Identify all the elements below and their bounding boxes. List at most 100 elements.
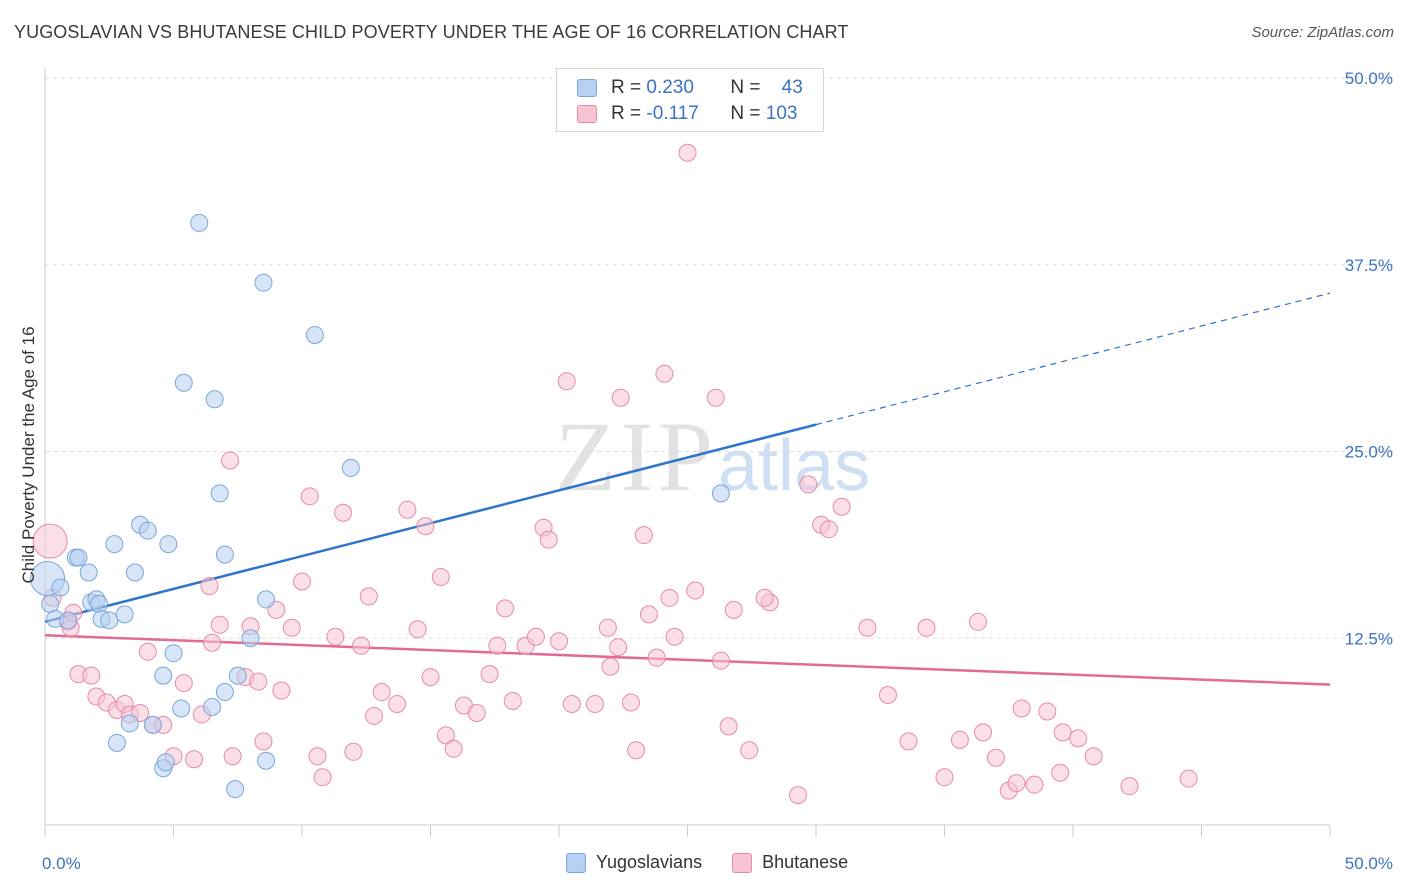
legend-r-label: R = (611, 103, 642, 124)
bhutanese-point (832, 497, 851, 516)
bhutanese-trend-line (44, 634, 1331, 686)
bhutanese-point (334, 503, 353, 522)
legend-r-value: -0.117 (646, 103, 699, 124)
yugoslavian-point (228, 666, 247, 685)
x-tick-label: 50.0% (1345, 854, 1393, 873)
yugoslavian-point (107, 733, 126, 752)
bhutanese-point (313, 768, 332, 787)
legend-n-label: N = (730, 77, 761, 98)
bhutanese-point (352, 636, 371, 655)
yugoslavian-point (138, 521, 157, 540)
bhutanese-point (249, 672, 268, 691)
yugoslavian-point (156, 753, 175, 772)
yugoslavian-point (172, 699, 191, 718)
bhutanese-point (621, 693, 640, 712)
bhutanese-point (665, 627, 684, 646)
legend-label: Bhutanese (762, 852, 849, 872)
bhutanese-point (364, 706, 383, 725)
yugoslavian-point (205, 390, 224, 409)
yugoslavian-point (59, 611, 78, 630)
bhutanese-point (503, 691, 522, 710)
bhutanese-point (254, 732, 273, 751)
bhutanese-point (496, 599, 515, 618)
yugoslavian-point (164, 644, 183, 663)
yugoslavian-point (241, 629, 260, 648)
bhutanese-point (372, 683, 391, 702)
watermark: ZIP atlas (555, 401, 870, 512)
yugoslavian-point (305, 325, 324, 344)
legend-swatch-blue (577, 79, 597, 97)
bhutanese-point (719, 717, 738, 736)
bhutanese-point (185, 750, 204, 769)
yugoslavian-point (341, 458, 360, 477)
bhutanese-point (819, 520, 838, 539)
tick-labels: 12.5% 25.0% 37.5% 50.0% 0.0% 50.0% (42, 69, 1393, 873)
y-tick-label: 25.0% (1345, 443, 1393, 462)
yugoslavian-point (215, 683, 234, 702)
yugoslavian-point (79, 563, 98, 582)
yugoslavian-point (89, 594, 108, 613)
bhutanese-point (601, 657, 620, 676)
yugoslavian-point (174, 373, 193, 392)
bhutanese-points (32, 143, 1198, 805)
bhutanese-point (467, 703, 486, 722)
bhutanese-point (799, 475, 818, 494)
bhutanese-point (526, 627, 545, 646)
legend-n-value: 43 (781, 77, 803, 98)
yugoslavian-point (69, 548, 88, 567)
bhutanese-point (585, 694, 604, 713)
yugoslavian-point (226, 780, 245, 799)
legend-swatch-pink (732, 852, 753, 873)
yugoslavian-point (210, 484, 229, 503)
bhutanese-point (388, 694, 407, 713)
legend-r-label: R = (611, 77, 642, 98)
bhutanese-point (627, 741, 646, 760)
bhutanese-point (1069, 729, 1088, 748)
legend-item-bhutanese[interactable]: Bhutanese (732, 852, 848, 873)
bhutanese-point (609, 638, 628, 657)
yugoslavian-point (257, 751, 276, 770)
yugoslavian-point (215, 545, 234, 564)
yugoslavian-point (115, 605, 134, 624)
bhutanese-point (1051, 763, 1070, 782)
bhutanese-point (1179, 769, 1198, 788)
legend-label: Yugoslavians (596, 852, 703, 872)
yugoslavian-point (105, 535, 124, 554)
source-label: Source: ZipAtlas.com (1251, 24, 1394, 41)
bhutanese-point (293, 572, 311, 591)
yugoslavian-point (203, 697, 222, 716)
legend-item-yugoslavians[interactable]: Yugoslavians (566, 852, 702, 873)
bhutanese-point (706, 388, 725, 407)
yugoslavian-point (254, 273, 273, 292)
yugoslavian-point (190, 213, 209, 232)
bhutanese-point (282, 618, 301, 637)
bhutanese-point (647, 648, 666, 667)
bhutanese-point (858, 618, 877, 637)
bhutanese-point (359, 587, 378, 606)
series-legend: Yugoslavians Bhutanese (566, 852, 878, 873)
bhutanese-point (974, 723, 993, 742)
bhutanese-point (660, 588, 679, 607)
bhutanese-point (550, 632, 568, 651)
chart-title: YUGOSLAVIAN VS BHUTANESE CHILD POVERTY U… (14, 22, 849, 42)
bhutanese-point (655, 364, 674, 383)
bhutanese-point (32, 523, 68, 559)
bhutanese-point (82, 666, 101, 685)
bhutanese-point (634, 526, 653, 545)
yugoslavian-trend-extension (815, 292, 1331, 426)
yugoslavian-point (711, 484, 730, 503)
bhutanese-point (480, 665, 499, 684)
bhutanese-point (711, 651, 730, 670)
bhutanese-point (755, 588, 774, 607)
bhutanese-point (444, 739, 463, 758)
legend-n-label: N = (730, 103, 761, 124)
bhutanese-point (326, 627, 345, 646)
bhutanese-point (1025, 775, 1044, 794)
correlation-legend: R = 0.230 N = 43 R = -0.117 N = 103 (556, 68, 824, 132)
bhutanese-point (986, 748, 1005, 767)
bhutanese-point (431, 567, 450, 586)
bhutanese-point (210, 615, 229, 634)
bhutanese-point (272, 681, 291, 700)
grid-lines (45, 77, 1395, 639)
